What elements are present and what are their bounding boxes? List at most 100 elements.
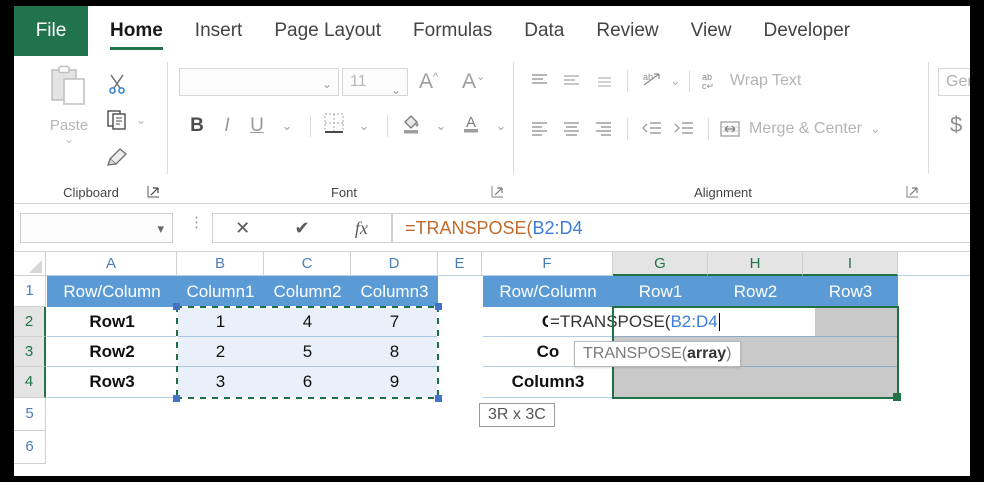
increase-font-size-button[interactable]: A^ — [419, 70, 439, 93]
font-name-chevron-down-icon[interactable]: ⌄ — [321, 77, 332, 91]
insert-function-icon[interactable]: fx — [354, 217, 368, 238]
formula-bar-options-icon[interactable]: ⋮ — [189, 214, 204, 231]
font-dialog-launcher-icon[interactable] — [491, 185, 504, 198]
cell-C3[interactable]: 5 — [264, 337, 351, 367]
formula-input[interactable]: =TRANSPOSE(B2:D4 — [392, 213, 970, 243]
italic-button[interactable]: I — [224, 115, 230, 136]
cell-D2[interactable]: 7 — [351, 307, 438, 337]
row-header-4[interactable]: 4 — [14, 367, 46, 398]
align-middle-button[interactable] — [555, 72, 587, 90]
font-color-button[interactable]: A — [456, 112, 486, 140]
underline-chevron-down-icon[interactable]: ⌄ — [281, 118, 293, 133]
cell-D3[interactable]: 8 — [351, 337, 438, 367]
column-header-A[interactable]: A — [46, 252, 177, 276]
underline-button[interactable]: U — [250, 115, 264, 136]
cell-C2[interactable]: 4 — [264, 307, 351, 337]
tab-developer[interactable]: Developer — [748, 6, 867, 56]
decrease-font-size-label: A — [462, 70, 477, 93]
borders-button[interactable] — [319, 112, 349, 140]
name-box-chevron-down-icon[interactable]: ▾ — [157, 221, 164, 236]
row-header-6[interactable]: 6 — [14, 431, 46, 464]
fill-handle[interactable] — [893, 393, 901, 401]
tab-review[interactable]: Review — [580, 6, 674, 56]
column-header-C[interactable]: C — [264, 252, 351, 276]
cell-G1[interactable]: Row1 — [613, 276, 708, 307]
row-header-5[interactable]: 5 — [14, 398, 46, 431]
column-header-D[interactable]: D — [351, 252, 438, 276]
borders-chevron-down-icon[interactable]: ⌄ — [358, 118, 370, 133]
column-header-E[interactable]: E — [438, 252, 482, 276]
cell-B2[interactable]: 1 — [177, 307, 264, 337]
fill-color-button[interactable] — [396, 112, 426, 140]
tab-home[interactable]: Home — [94, 6, 179, 56]
font-size-input[interactable]: 11 ⌄ — [342, 68, 408, 97]
format-painter-button[interactable] — [106, 138, 162, 174]
align-right-button[interactable] — [587, 120, 619, 138]
merge-center-chevron-down-icon[interactable]: ⌄ — [869, 121, 881, 136]
cell-A3[interactable]: Row2 — [47, 337, 177, 367]
cell-D1[interactable]: Column3 — [351, 276, 438, 307]
row-header-1[interactable]: 1 — [14, 276, 46, 307]
tab-formulas[interactable]: Formulas — [397, 6, 508, 56]
number-format-select[interactable]: General — [938, 68, 970, 96]
orientation-button[interactable]: ab — [636, 71, 668, 91]
tab-data[interactable]: Data — [508, 6, 580, 56]
decrease-indent-button[interactable] — [636, 120, 668, 138]
enter-formula-button[interactable]: ✔ — [294, 217, 310, 238]
paste-button[interactable]: Paste ⌄ — [36, 64, 102, 146]
align-left-button[interactable] — [523, 120, 555, 138]
tab-page-layout[interactable]: Page Layout — [258, 6, 397, 56]
currency-format-button[interactable]: $ — [950, 112, 962, 138]
tab-insert[interactable]: Insert — [179, 6, 259, 56]
name-box[interactable]: ▾ — [20, 213, 173, 243]
cell-B3[interactable]: 2 — [177, 337, 264, 367]
cell-F1[interactable]: Row/Column — [483, 276, 613, 307]
cell-C1[interactable]: Column2 — [264, 276, 351, 307]
row-header-2[interactable]: 2 — [14, 307, 46, 337]
tab-file[interactable]: File — [14, 6, 88, 56]
cell-F4[interactable]: Column3 — [483, 367, 613, 398]
cell-A4[interactable]: Row3 — [47, 367, 177, 398]
cancel-formula-button[interactable]: ✕ — [235, 217, 251, 238]
in-cell-editor[interactable]: =TRANSPOSE(B2:D4 — [548, 308, 815, 336]
alignment-dialog-launcher-icon[interactable] — [906, 185, 919, 198]
cell-A2[interactable]: Row1 — [47, 307, 177, 337]
column-header-B[interactable]: B — [177, 252, 264, 276]
orientation-chevron-down-icon[interactable]: ⌄ — [670, 73, 681, 88]
cell-H1[interactable]: Row2 — [708, 276, 803, 307]
clipboard-dialog-launcher-icon[interactable] — [147, 185, 160, 198]
column-header-J[interactable] — [898, 252, 970, 276]
row-header-3[interactable]: 3 — [14, 337, 46, 367]
font-color-chevron-down-icon[interactable]: ⌄ — [495, 118, 507, 133]
fill-color-chevron-down-icon[interactable]: ⌄ — [435, 118, 447, 133]
decrease-font-size-button[interactable]: A⌄ — [462, 70, 486, 93]
select-all-corner[interactable] — [14, 252, 46, 276]
cut-button[interactable] — [106, 66, 162, 102]
font-name-input[interactable]: ⌄ — [179, 68, 339, 96]
increase-indent-button[interactable] — [668, 120, 700, 138]
wrap-text-button[interactable]: ab c↵ — [698, 71, 724, 91]
cell-range-G4-I4[interactable] — [613, 367, 898, 398]
column-header-H[interactable]: H — [708, 252, 803, 276]
cell-B4[interactable]: 3 — [177, 367, 264, 398]
merge-center-button[interactable] — [717, 119, 743, 139]
cell-C4[interactable]: 6 — [264, 367, 351, 398]
column-headers: A B C D E F G H I — [14, 252, 970, 276]
cell-I1[interactable]: Row3 — [803, 276, 898, 307]
align-bottom-icon — [597, 77, 611, 87]
paste-chevron-down-icon[interactable]: ⌄ — [63, 132, 75, 146]
tab-view[interactable]: View — [675, 6, 748, 56]
cell-D4[interactable]: 9 — [351, 367, 438, 398]
font-size-chevron-down-icon[interactable]: ⌄ — [390, 83, 401, 97]
align-center-button[interactable] — [555, 120, 587, 138]
bold-button[interactable]: B — [190, 115, 204, 136]
cell-A1[interactable]: Row/Column — [47, 276, 177, 307]
align-bottom-button[interactable] — [587, 72, 619, 90]
align-top-button[interactable] — [523, 72, 555, 90]
copy-button[interactable]: ⌄ — [106, 102, 162, 138]
column-header-I[interactable]: I — [803, 252, 898, 276]
column-header-G[interactable]: G — [613, 252, 708, 276]
copy-chevron-down-icon[interactable]: ⌄ — [136, 113, 147, 127]
column-header-F[interactable]: F — [482, 252, 613, 276]
cell-B1[interactable]: Column1 — [177, 276, 264, 307]
